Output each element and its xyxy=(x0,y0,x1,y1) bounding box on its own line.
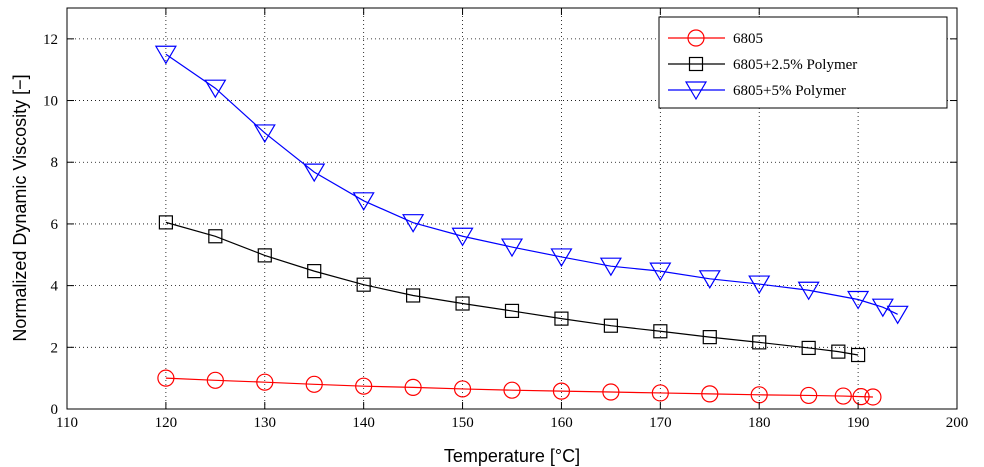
x-tick-label: 120 xyxy=(155,415,178,431)
y-tick-label: 8 xyxy=(51,155,59,171)
y-tick-label: 0 xyxy=(51,402,59,418)
x-tick-label: 170 xyxy=(649,415,672,431)
x-tick-label: 130 xyxy=(254,415,277,431)
x-tick-label: 180 xyxy=(748,415,771,431)
legend-label: 6805+2.5% Polymer xyxy=(733,57,857,73)
legend-label: 6805 xyxy=(733,31,763,47)
x-tick-label: 140 xyxy=(352,415,375,431)
legend: 6805 6805+2.5% Polymer 6805+5% Polymer xyxy=(659,17,947,108)
legend-label: 6805+5% Polymer xyxy=(733,83,846,99)
x-tick-label: 190 xyxy=(847,415,870,431)
y-tick-label: 4 xyxy=(51,279,59,295)
x-tick-label: 160 xyxy=(550,415,573,431)
x-tick-label: 200 xyxy=(946,415,969,431)
y-tick-label: 10 xyxy=(43,94,58,110)
y-axis-title: Normalized Dynamic Viscosity [−] xyxy=(10,74,30,341)
x-axis-title: Temperature [°C] xyxy=(444,446,580,466)
x-tick-label: 110 xyxy=(56,415,78,431)
y-tick-label: 2 xyxy=(51,340,59,356)
x-tick-label: 150 xyxy=(451,415,474,431)
y-tick-label: 12 xyxy=(43,32,58,48)
y-tick-label: 6 xyxy=(51,217,59,233)
